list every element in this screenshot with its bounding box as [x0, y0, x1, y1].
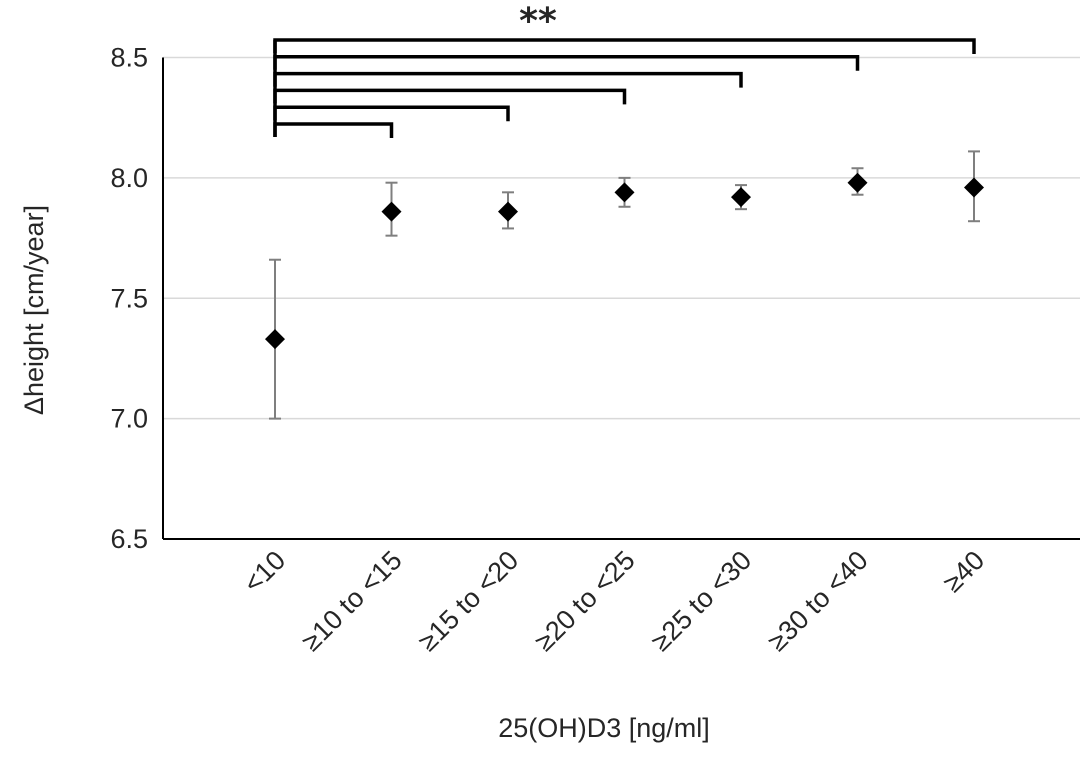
y-tick-label: 8.0: [110, 163, 148, 193]
significance-brackets: [273, 38, 976, 138]
y-tick-label: 8.5: [110, 43, 148, 73]
significance-bracket: [273, 88, 627, 105]
x-tick-label: ≥40: [937, 545, 990, 598]
data-point: [964, 177, 984, 198]
significance-bracket: [273, 122, 394, 138]
significance-bracket: [273, 71, 743, 88]
significance-bracket: [273, 55, 860, 71]
data-point: [381, 201, 402, 222]
data-point: [731, 187, 751, 208]
y-tick-label: 7.5: [110, 283, 148, 313]
y-tick-label: 7.0: [110, 404, 148, 434]
x-tick-label: ≥10 to <15: [296, 545, 408, 657]
y-tick-labels: 6.5 7.0 7.5 8.0 8.5: [110, 43, 148, 555]
significance-bracket: [273, 105, 510, 122]
x-tick-label: <10: [238, 545, 292, 599]
x-tick-label: ≥20 to <25: [529, 545, 641, 657]
x-tick-label: ≥15 to <20: [412, 545, 524, 657]
data-points: [265, 172, 984, 350]
data-point: [265, 329, 285, 350]
data-point: [498, 201, 518, 222]
x-tick-labels: <10 ≥10 to <15 ≥15 to <20 ≥20 to <25 ≥25 to …: [238, 545, 991, 657]
data-point: [847, 172, 868, 193]
axes: [162, 57, 1080, 540]
y-axis-title: Δheight [cm/year]: [19, 205, 49, 415]
x-axis-title: 25(OH)D3 [ng/ml]: [498, 713, 710, 743]
significance-bracket: [273, 38, 976, 54]
gridlines: [163, 56, 1080, 420]
data-point: [614, 182, 635, 203]
significance-label: **: [519, 1, 557, 42]
x-tick-label: ≥25 to <30: [645, 545, 757, 657]
y-tick-label: 6.5: [110, 524, 148, 554]
x-tick-label: ≥30 to <40: [762, 545, 874, 657]
